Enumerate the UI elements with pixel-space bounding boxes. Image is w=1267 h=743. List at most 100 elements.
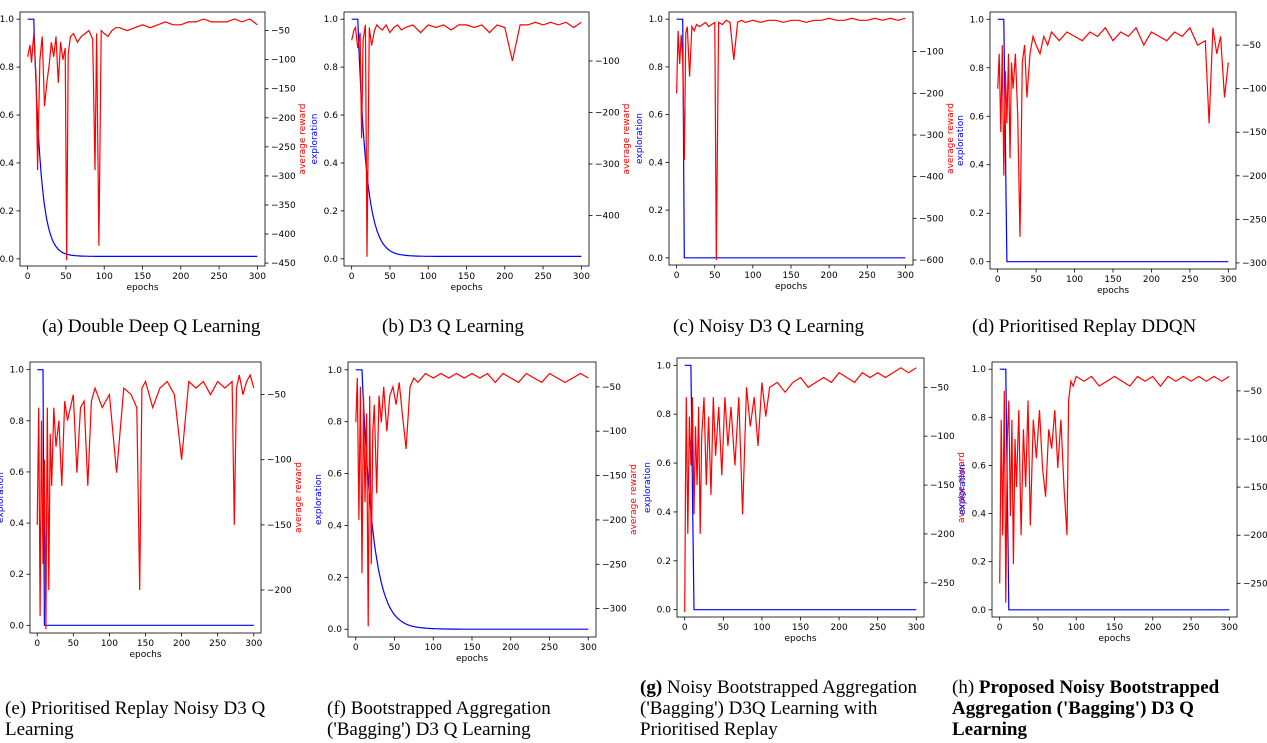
x-tick-label-e: 100 [101,639,118,649]
x-tick-label-d: 200 [1143,275,1160,285]
y-right-tick-label-b: −200 [595,108,620,118]
y-left-tick-label-g: 0.2 [657,557,671,567]
caption-e-text: Prioritised Replay Noisy D3 Q Learning [5,698,266,740]
y-left-tick-label-a: 0.0 [0,255,14,265]
chart-svg-d: 0 50 100 150 200 250 300 0.0 0.2 0.4 0.6 0.8 1.0 −300… [956,11,1267,296]
y-left-tick-label-c: 0.6 [649,111,664,121]
y-right-tick-label-d: −300 [1242,259,1267,269]
series-exploration-line-g [684,364,917,611]
x-tick-label-e: 50 [68,639,80,649]
caption-c-prefix: (c) [673,316,695,337]
caption-d-prefix: (d) [972,316,995,337]
caption-a: (a) Double Deep Q Learning [42,316,312,337]
y-right-tick-label-h: −200 [1243,531,1267,541]
x-tick-label-h: 150 [1106,623,1123,633]
y-right-axis-label-b: average reward [622,104,632,175]
x-tick-label-c: 300 [897,271,914,281]
x-tick-label-g: 300 [908,623,925,633]
y-right-tick-label-a: −450 [271,259,296,269]
chart-panel-h: 0 50 100 150 200 250 300 0.0 0.2 0.4 0.6 0.8 1.0 −250… [950,355,1267,743]
y-right-tick-label-a: −400 [271,230,296,240]
y-left-tick-label-d: 0.0 [970,258,985,268]
x-axis-label-b: epochs [450,283,482,293]
y-right-tick-label-f: −250 [602,560,627,570]
chart-svg-f: 0 50 100 150 200 250 300 0.0 0.2 0.4 0.6 0.8 1.0 −300… [314,361,639,664]
y-right-tick-label-e: −150 [267,521,292,531]
y-left-tick-label-d: 0.6 [970,112,985,122]
series-reward-line-b [351,21,582,257]
y-left-axis-label-c: exploration [635,113,645,164]
y-right-tick-label-a: −200 [271,114,296,124]
x-tick-label-f: 0 [353,643,359,653]
chart-svg-c: 0 50 100 150 200 250 300 0.0 0.2 0.4 0.6 0.8 1.0 −600… [635,11,956,292]
x-tick-label-a: 50 [60,272,72,282]
chart-panel-d: 0 50 100 150 200 250 300 0.0 0.2 0.4 0.6 0.8 1.0 −300… [950,0,1267,350]
series-reward-line-f [355,372,589,627]
y-left-tick-label-h: 0.4 [972,510,987,520]
y-right-tick-label-b: −100 [595,57,620,67]
x-tick-label-a: 150 [134,272,151,282]
x-tick-label-f: 100 [425,643,442,653]
y-right-tick-label-h: −250 [1243,579,1267,589]
y-left-tick-label-c: 0.4 [649,158,664,168]
y-right-tick-label-d: −200 [1242,172,1267,182]
caption-e-prefix: (e) [5,698,27,719]
x-tick-label-a: 100 [96,272,113,282]
x-tick-label-e: 150 [137,639,154,649]
y-left-tick-label-f: 0.6 [328,470,343,480]
y-right-tick-label-a: −100 [271,56,296,66]
x-tick-label-g: 150 [792,623,809,633]
series-reward-line-h [999,375,1230,603]
y-left-tick-label-b: 1.0 [324,15,339,25]
y-right-tick-label-e: −100 [267,456,292,466]
chart-svg-b: 0 50 100 150 200 250 300 0.0 0.2 0.4 0.6 0.8 1.0 −400… [310,11,632,293]
x-tick-label-h: 300 [1221,623,1238,633]
caption-b: (b) D3 Q Learning [382,316,622,337]
y-right-tick-label-h: −150 [1243,483,1267,493]
y-left-tick-label-d: 0.2 [970,209,984,219]
y-right-tick-label-d: −50 [1242,41,1261,51]
series-reward-line-e [36,373,255,630]
x-tick-label-b: 200 [496,272,513,282]
series-exploration-line-a [27,18,258,257]
y-right-tick-label-g: −100 [930,432,955,442]
y-right-tick-label-d: −100 [1242,85,1267,95]
y-left-tick-label-g: 0.0 [657,606,672,616]
series-exploration-line-e [37,369,254,626]
y-right-tick-label-f: −150 [602,472,627,482]
y-left-tick-label-g: 0.6 [657,459,672,469]
chart-panel-a: 0 50 100 150 200 250 300 0.0 0.2 0.4 0.6 0.8 1.0 −450… [0,0,316,350]
x-tick-label-d: 0 [995,275,1001,285]
caption-a-text: Double Deep Q Learning [67,316,261,337]
x-tick-label-f: 300 [580,643,597,653]
x-tick-label-c: 150 [782,271,799,281]
y-right-tick-label-c: −200 [919,89,944,99]
y-left-tick-label-e: 0.4 [10,519,25,529]
x-tick-label-a: 200 [172,272,189,282]
x-tick-label-c: 0 [674,271,680,281]
x-tick-label-g: 200 [831,623,848,633]
x-tick-label-f: 150 [463,643,480,653]
series-reward-line-a [27,18,258,261]
x-tick-label-g: 50 [718,623,730,633]
y-right-tick-label-g: −150 [930,481,955,491]
y-right-tick-label-h: −50 [1243,387,1262,397]
x-axis-label-f: epochs [456,654,488,664]
x-tick-label-b: 50 [384,272,396,282]
y-right-tick-label-c: −300 [919,131,944,141]
plot-frame-g [676,357,925,618]
x-axis-label-a: epochs [126,283,158,293]
caption-c: (c) Noisy D3 Q Learning [673,316,943,337]
caption-d: (d) Prioritised Replay DDQN [972,316,1262,337]
y-left-tick-label-d: 1.0 [970,15,985,25]
x-axis-label-e: epochs [129,650,161,660]
series-exploration-line-b [351,18,582,257]
chart-panel-b: 0 50 100 150 200 250 300 0.0 0.2 0.4 0.6 0.8 1.0 −400… [310,0,632,350]
caption-f: (f) Bootstrapped Aggregation ('Bagging')… [327,698,619,740]
x-tick-label-e: 200 [173,639,190,649]
y-left-tick-label-a: 1.0 [0,15,14,25]
y-left-tick-label-h: 0.6 [972,461,987,471]
y-left-tick-label-h: 0.2 [972,558,986,568]
caption-e: (e) Prioritised Replay Noisy D3 Q Learni… [5,698,315,740]
y-right-tick-label-a: −300 [271,172,296,182]
